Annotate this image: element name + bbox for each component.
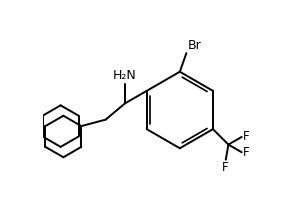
Text: Br: Br [188, 39, 201, 52]
Text: H₂N: H₂N [113, 69, 137, 82]
Text: F: F [242, 146, 249, 159]
Text: F: F [222, 161, 229, 174]
Text: F: F [242, 130, 249, 143]
